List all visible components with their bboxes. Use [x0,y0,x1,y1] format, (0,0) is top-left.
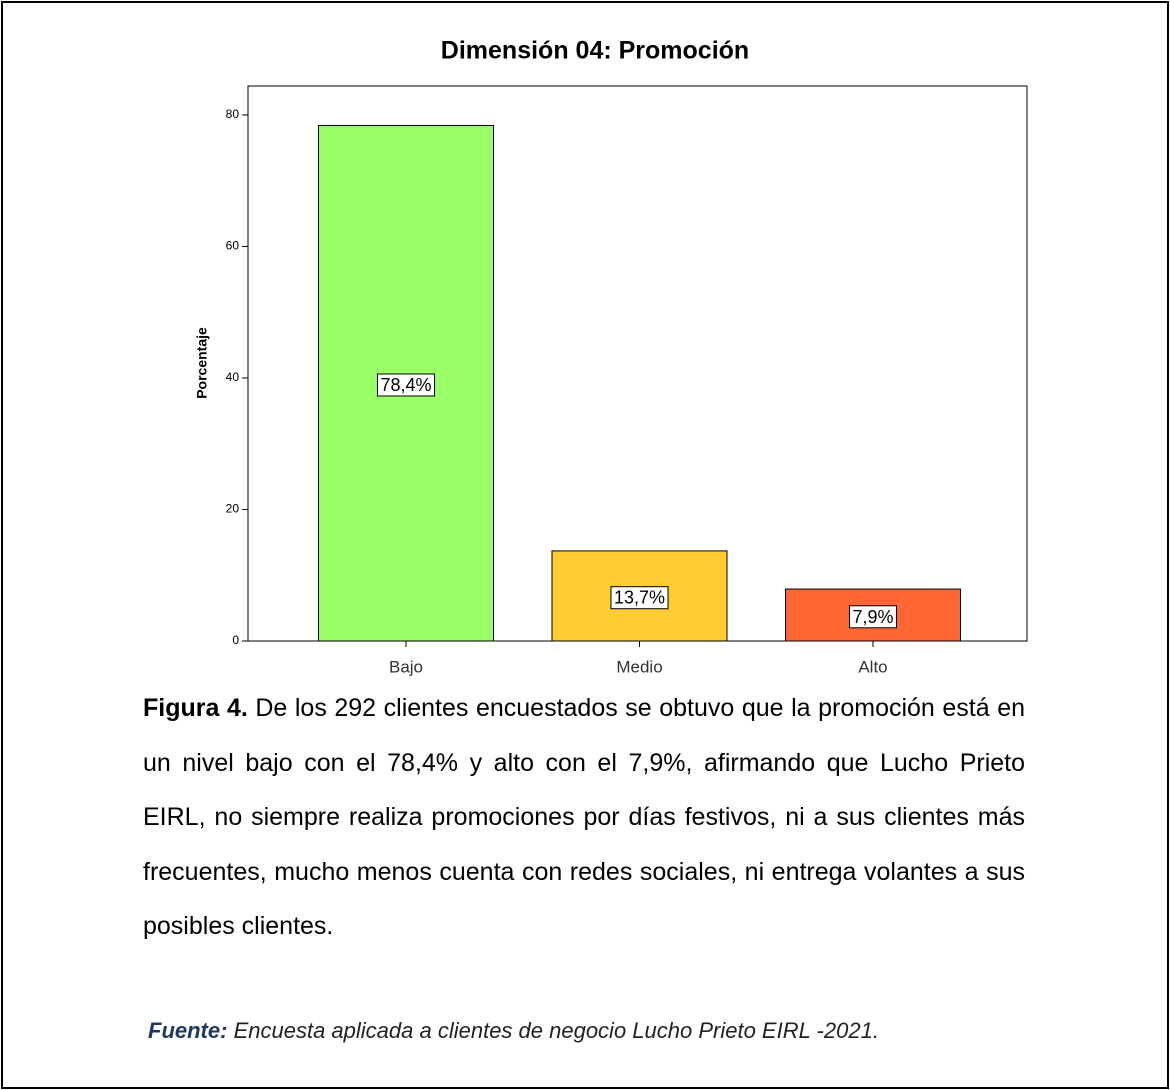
source: Fuente: Encuesta aplicada a clientes de … [148,1018,879,1044]
caption-label: Figura 4. [143,694,248,722]
value-label-box [376,373,436,397]
chart: Dimensión 04: Promoción Porcentaje 0 20 40… [194,37,1028,676]
caption-text: De los 292 clientes encuestados se obtuv… [143,694,1025,940]
value-label: 13,7% [614,588,665,608]
y-tick-label: 40 [226,370,240,384]
chart-title: Dimensión 04: Promoción [441,37,749,65]
x-tick-label: Alto [858,657,887,676]
y-tick-label: 0 [232,633,239,647]
y-axis-label: Porcentaje [194,327,210,399]
caption: Figura 4. De los 292 clientes encuestado… [143,681,1025,954]
x-tick-label: Medio [616,657,662,676]
y-tick-label: 80 [226,107,240,121]
source-label: Fuente: [148,1018,228,1043]
value-label: 7,9% [852,607,893,627]
value-label: 78,4% [380,375,431,395]
value-label-box [848,605,898,629]
source-text: Encuesta aplicada a clientes de negocio … [233,1018,879,1043]
x-tick-label: Bajo [389,657,423,676]
y-tick-label: 20 [226,502,240,516]
value-label-box [610,586,669,610]
y-tick-label: 60 [226,239,240,253]
